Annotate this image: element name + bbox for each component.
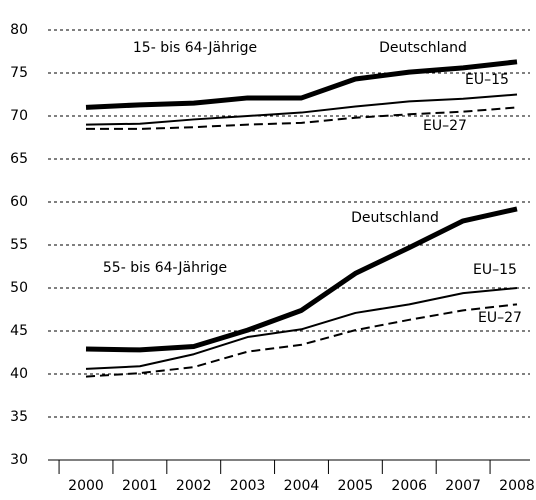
series-line [85, 287, 518, 370]
x-tick-label: 2003 [230, 478, 266, 494]
x-tick-label: 2002 [176, 478, 212, 494]
x-tick-label: 2007 [445, 478, 481, 494]
y-tick-label: 45 [10, 323, 28, 339]
y-tick-label: 75 [10, 65, 28, 81]
y-tick-label: 50 [10, 280, 28, 296]
series-label: EU–27 [478, 310, 522, 326]
x-tick-label: 2006 [391, 478, 427, 494]
y-tick-label: 70 [10, 108, 28, 124]
y-tick-label: 40 [10, 366, 28, 382]
x-tick-label: 2008 [499, 478, 535, 494]
x-tick-label: 2005 [338, 478, 374, 494]
y-tick-label: 80 [10, 22, 28, 38]
series-line [85, 93, 518, 126]
y-tick-label: 30 [10, 452, 28, 468]
series-label: EU–27 [423, 118, 467, 134]
x-tick-label: 2004 [284, 478, 320, 494]
y-tick-label: 60 [10, 194, 28, 210]
series-label: EU–15 [473, 262, 517, 278]
series-line [85, 59, 518, 110]
group-label: 15- bis 64-Jährige [133, 40, 257, 56]
series-line [86, 106, 518, 130]
y-tick-label: 65 [10, 151, 28, 167]
series-label: Deutschland [351, 210, 439, 226]
x-tick-label: 2000 [68, 478, 104, 494]
y-tick-label: 55 [10, 237, 28, 253]
x-tick-label: 2001 [122, 478, 158, 494]
group-label: 55- bis 64-Jährige [103, 260, 227, 276]
series-line [85, 303, 518, 378]
series-label: EU–15 [465, 72, 509, 88]
y-tick-label: 35 [10, 409, 28, 425]
series-label: Deutschland [379, 40, 467, 56]
series-line [85, 206, 518, 353]
